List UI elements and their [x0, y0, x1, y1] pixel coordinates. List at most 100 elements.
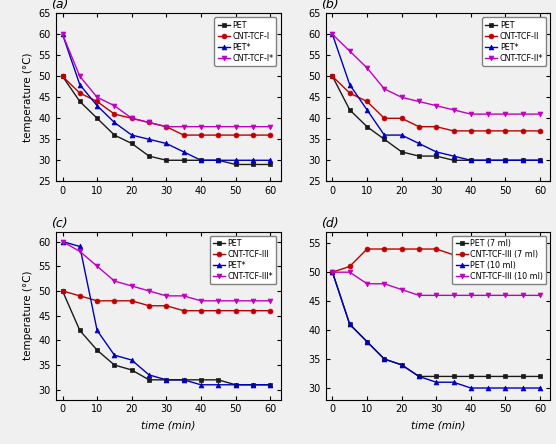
CNT-TCF-III: [215, 308, 222, 313]
Y-axis label: temperature (°C): temperature (°C): [23, 52, 33, 142]
CNT-TCF-III (10 ml): [346, 270, 353, 275]
PET*: [215, 158, 222, 163]
Line: CNT-TCF-III (10 ml): CNT-TCF-III (10 ml): [330, 270, 543, 298]
PET: [381, 137, 388, 142]
PET: [519, 158, 526, 163]
Y-axis label: temperature (°C): temperature (°C): [23, 271, 33, 361]
PET: [433, 154, 440, 159]
PET*: [111, 120, 118, 125]
Line: PET (7 ml): PET (7 ml): [330, 270, 543, 379]
PET: [197, 158, 204, 163]
CNT-TCF-I*: [94, 95, 101, 100]
CNT-TCF-I: [111, 111, 118, 117]
CNT-TCF-II*: [329, 32, 336, 37]
Text: (c): (c): [51, 217, 68, 230]
CNT-TCF-II: [468, 128, 474, 134]
CNT-TCF-III: [111, 298, 118, 303]
PET (7 ml): [502, 374, 509, 379]
PET: [180, 158, 187, 163]
CNT-TCF-III: [232, 308, 239, 313]
CNT-TCF-III (10 ml): [519, 293, 526, 298]
PET: [250, 162, 256, 167]
Line: PET: PET: [60, 289, 272, 387]
CNT-TCF-III (7 ml): [433, 246, 440, 252]
X-axis label: time (min): time (min): [411, 420, 465, 430]
CNT-TCF-III: [267, 308, 274, 313]
PET (10 ml): [485, 385, 492, 391]
PET: [398, 149, 405, 155]
Line: CNT-TCF-I: CNT-TCF-I: [60, 74, 272, 138]
CNT-TCF-I*: [163, 124, 170, 129]
PET: [146, 154, 152, 159]
PET: [146, 377, 152, 382]
Line: CNT-TCF-II: CNT-TCF-II: [330, 74, 543, 133]
CNT-TCF-III (10 ml): [398, 287, 405, 292]
PET*: [77, 82, 83, 87]
Line: PET: PET: [330, 74, 543, 163]
CNT-TCF-II*: [398, 95, 405, 100]
PET*: [346, 82, 353, 87]
CNT-TCF-III*: [250, 298, 256, 303]
PET: [502, 158, 509, 163]
CNT-TCF-I: [128, 115, 135, 121]
CNT-TCF-III (7 ml): [415, 246, 422, 252]
PET*: [197, 158, 204, 163]
PET*: [468, 158, 474, 163]
PET: [267, 382, 274, 388]
PET*: [77, 244, 83, 249]
CNT-TCF-II*: [537, 111, 543, 117]
PET: [485, 158, 492, 163]
PET*: [215, 382, 222, 388]
PET*: [267, 382, 274, 388]
CNT-TCF-III (10 ml): [364, 281, 370, 286]
CNT-TCF-III (7 ml): [468, 252, 474, 258]
CNT-TCF-I*: [232, 124, 239, 129]
PET: [128, 367, 135, 373]
CNT-TCF-III*: [59, 239, 66, 244]
PET*: [232, 382, 239, 388]
PET (7 ml): [519, 374, 526, 379]
CNT-TCF-III: [163, 303, 170, 309]
PET (10 ml): [364, 339, 370, 345]
CNT-TCF-I: [250, 132, 256, 138]
CNT-TCF-III (7 ml): [381, 246, 388, 252]
CNT-TCF-III (7 ml): [364, 246, 370, 252]
CNT-TCF-II: [502, 128, 509, 134]
CNT-TCF-I*: [59, 32, 66, 37]
PET (10 ml): [450, 380, 457, 385]
CNT-TCF-III (10 ml): [468, 293, 474, 298]
PET*: [450, 154, 457, 159]
CNT-TCF-III: [250, 308, 256, 313]
Text: (d): (d): [321, 217, 339, 230]
CNT-TCF-I*: [250, 124, 256, 129]
PET (7 ml): [415, 374, 422, 379]
PET*: [163, 377, 170, 382]
CNT-TCF-III*: [267, 298, 274, 303]
PET (10 ml): [537, 385, 543, 391]
CNT-TCF-I*: [128, 115, 135, 121]
CNT-TCF-I*: [77, 74, 83, 79]
CNT-TCF-III*: [77, 249, 83, 254]
PET (10 ml): [329, 270, 336, 275]
PET*: [267, 158, 274, 163]
PET: [468, 158, 474, 163]
CNT-TCF-I: [180, 132, 187, 138]
CNT-TCF-III (10 ml): [415, 293, 422, 298]
CNT-TCF-III*: [180, 293, 187, 298]
CNT-TCF-III: [180, 308, 187, 313]
CNT-TCF-I*: [197, 124, 204, 129]
Line: CNT-TCF-III*: CNT-TCF-III*: [60, 239, 272, 303]
CNT-TCF-III: [146, 303, 152, 309]
PET: [197, 377, 204, 382]
CNT-TCF-II*: [346, 48, 353, 54]
PET (7 ml): [381, 357, 388, 362]
CNT-TCF-III (7 ml): [485, 252, 492, 258]
CNT-TCF-III*: [94, 264, 101, 269]
PET (10 ml): [346, 321, 353, 327]
PET (7 ml): [537, 374, 543, 379]
CNT-TCF-I*: [267, 124, 274, 129]
PET: [163, 377, 170, 382]
PET*: [146, 372, 152, 377]
PET*: [163, 141, 170, 146]
CNT-TCF-III*: [215, 298, 222, 303]
